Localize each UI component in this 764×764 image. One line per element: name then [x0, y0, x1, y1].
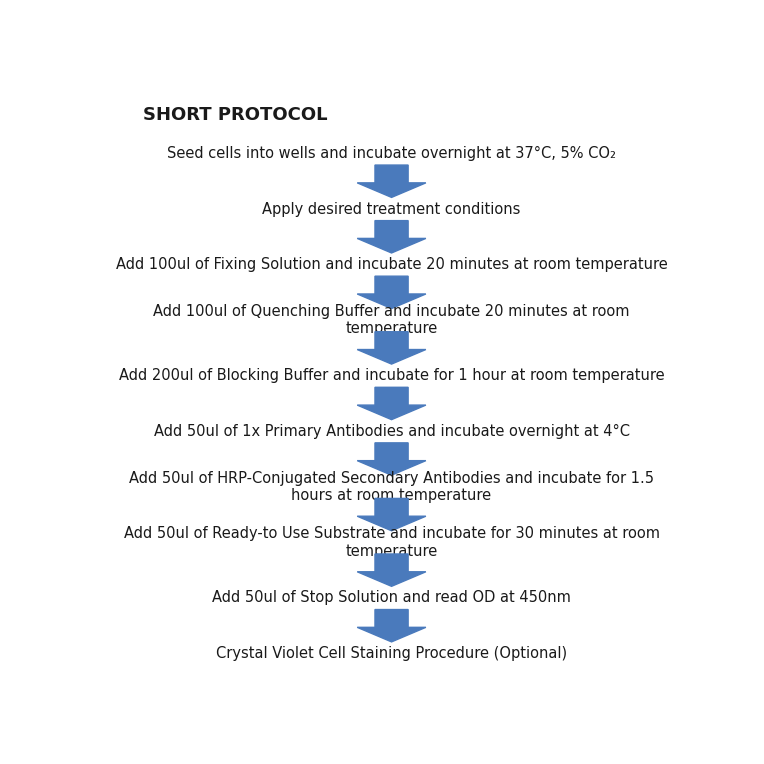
- Text: Apply desired treatment conditions: Apply desired treatment conditions: [262, 202, 521, 216]
- Polygon shape: [358, 221, 426, 253]
- Polygon shape: [358, 165, 426, 197]
- Text: Add 50ul of Ready-to Use Substrate and incubate for 30 minutes at room
temperatu: Add 50ul of Ready-to Use Substrate and i…: [124, 526, 659, 558]
- Text: Add 100ul of Quenching Buffer and incubate 20 minutes at room
temperature: Add 100ul of Quenching Buffer and incuba…: [154, 304, 630, 336]
- Text: Add 100ul of Fixing Solution and incubate 20 minutes at room temperature: Add 100ul of Fixing Solution and incubat…: [115, 257, 668, 272]
- Polygon shape: [358, 276, 426, 309]
- Polygon shape: [358, 554, 426, 586]
- Text: Add 50ul of Stop Solution and read OD at 450nm: Add 50ul of Stop Solution and read OD at…: [212, 591, 571, 605]
- Text: Add 50ul of HRP-Conjugated Secondary Antibodies and incubate for 1.5
hours at ro: Add 50ul of HRP-Conjugated Secondary Ant…: [129, 471, 654, 503]
- Polygon shape: [358, 387, 426, 419]
- Text: Crystal Violet Cell Staining Procedure (Optional): Crystal Violet Cell Staining Procedure (…: [216, 646, 567, 661]
- Polygon shape: [358, 332, 426, 364]
- Polygon shape: [358, 443, 426, 475]
- Text: SHORT PROTOCOL: SHORT PROTOCOL: [143, 106, 327, 125]
- Text: Add 50ul of 1x Primary Antibodies and incubate overnight at 4°C: Add 50ul of 1x Primary Antibodies and in…: [154, 424, 630, 439]
- Text: Seed cells into wells and incubate overnight at 37°C, 5% CO₂: Seed cells into wells and incubate overn…: [167, 146, 616, 161]
- Polygon shape: [358, 610, 426, 642]
- Polygon shape: [358, 498, 426, 531]
- Text: Add 200ul of Blocking Buffer and incubate for 1 hour at room temperature: Add 200ul of Blocking Buffer and incubat…: [118, 368, 665, 384]
